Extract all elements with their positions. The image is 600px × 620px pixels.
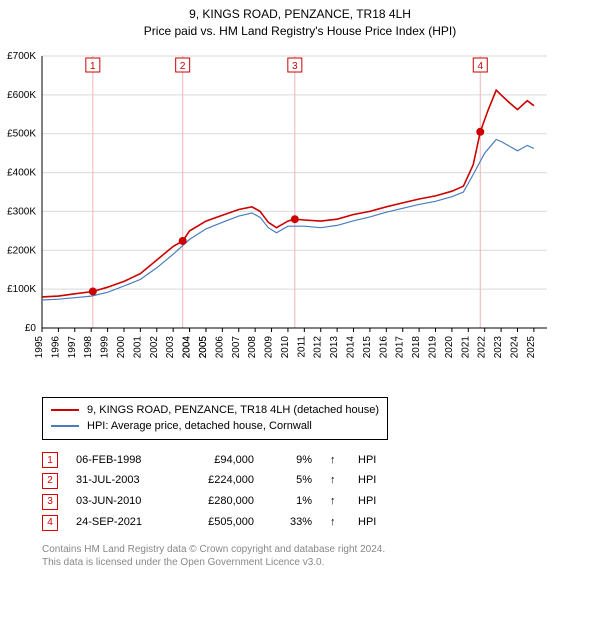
sale-date: 24-SEP-2021 [76, 512, 166, 533]
svg-text:2018: 2018 [411, 335, 422, 358]
sale-dot [476, 127, 484, 135]
sale-arrow-icon: ↑ [330, 470, 340, 491]
sale-marker-box: 2 [42, 473, 58, 489]
svg-text:2019: 2019 [428, 335, 439, 358]
sale-pct: 5% [272, 470, 312, 491]
svg-text:2000: 2000 [116, 335, 127, 358]
sale-date: 06-FEB-1998 [76, 450, 166, 471]
sale-dot [179, 237, 187, 245]
sale-marker-box: 3 [42, 494, 58, 510]
legend-item: 9, KINGS ROAD, PENZANCE, TR18 4LH (detac… [51, 402, 379, 419]
sale-marker-box: 4 [42, 515, 58, 531]
svg-text:1998: 1998 [83, 335, 94, 358]
legend-swatch-hpi [51, 425, 79, 427]
svg-text:£100K: £100K [7, 284, 36, 295]
sales-row: 2 31-JUL-2003 £224,000 5% ↑ HPI [42, 470, 600, 491]
sale-price: £280,000 [184, 491, 254, 512]
svg-text:2005: 2005 [198, 335, 209, 358]
sales-row: 1 06-FEB-1998 £94,000 9% ↑ HPI [42, 450, 600, 471]
svg-text:1995: 1995 [34, 335, 45, 358]
svg-text:2016: 2016 [378, 335, 389, 358]
sale-pct: 9% [272, 450, 312, 471]
title-line2: Price paid vs. HM Land Registry's House … [0, 23, 600, 40]
footer-line2: This data is licensed under the Open Gov… [42, 556, 600, 569]
legend-label: 9, KINGS ROAD, PENZANCE, TR18 4LH (detac… [87, 402, 379, 419]
svg-text:1997: 1997 [67, 335, 78, 358]
svg-text:2006: 2006 [214, 335, 225, 358]
sale-price: £224,000 [184, 470, 254, 491]
svg-text:2021: 2021 [460, 335, 471, 358]
svg-text:£500K: £500K [7, 128, 36, 139]
sale-price: £94,000 [184, 450, 254, 471]
sales-row: 4 24-SEP-2021 £505,000 33% ↑ HPI [42, 512, 600, 533]
svg-text:£0: £0 [25, 323, 37, 334]
svg-text:2002: 2002 [149, 335, 160, 358]
svg-text:2024: 2024 [509, 335, 520, 358]
legend-label: HPI: Average price, detached house, Corn… [87, 418, 312, 435]
sales-row: 3 03-JUN-2010 £280,000 1% ↑ HPI [42, 491, 600, 512]
svg-text:£600K: £600K [7, 89, 36, 100]
legend-swatch-property [51, 409, 79, 411]
svg-text:2014: 2014 [346, 335, 357, 358]
svg-text:2007: 2007 [231, 335, 242, 358]
svg-text:1999: 1999 [100, 335, 111, 358]
svg-text:2015: 2015 [362, 335, 373, 358]
legend: 9, KINGS ROAD, PENZANCE, TR18 4LH (detac… [42, 397, 388, 440]
svg-text:2020: 2020 [444, 335, 455, 358]
sale-arrow-icon: ↑ [330, 491, 340, 512]
title-line1: 9, KINGS ROAD, PENZANCE, TR18 4LH [0, 6, 600, 23]
sale-ref: HPI [358, 491, 388, 512]
series-hpi [42, 139, 534, 300]
sale-ref: HPI [358, 512, 388, 533]
svg-text:2009: 2009 [264, 335, 275, 358]
sale-ref: HPI [358, 450, 388, 471]
svg-text:2008: 2008 [247, 335, 258, 358]
sale-pct: 1% [272, 491, 312, 512]
svg-text:£700K: £700K [7, 51, 36, 62]
sale-marker-box: 1 [42, 452, 58, 468]
footer-line1: Contains HM Land Registry data © Crown c… [42, 543, 600, 556]
chart-container: £0 £100K £200K £300K £400K £500K £600K £700K 199… [0, 48, 600, 383]
sale-ref: HPI [358, 470, 388, 491]
sale-pct: 33% [272, 512, 312, 533]
svg-text:2011: 2011 [296, 335, 307, 357]
sale-arrow-icon: ↑ [330, 450, 340, 471]
svg-text:£300K: £300K [7, 206, 36, 217]
sale-date: 31-JUL-2003 [76, 470, 166, 491]
svg-text:2012: 2012 [313, 335, 324, 358]
sale-arrow-icon: ↑ [330, 512, 340, 533]
svg-text:1996: 1996 [50, 335, 61, 358]
chart-title: 9, KINGS ROAD, PENZANCE, TR18 4LH Price … [0, 0, 600, 40]
svg-text:£400K: £400K [7, 167, 36, 178]
svg-text:£200K: £200K [7, 245, 36, 256]
svg-text:4: 4 [477, 61, 483, 72]
svg-text:2022: 2022 [477, 335, 488, 358]
svg-text:2010: 2010 [280, 335, 291, 358]
svg-text:1: 1 [90, 61, 96, 72]
svg-text:2017: 2017 [395, 335, 406, 358]
svg-text:2013: 2013 [329, 335, 340, 358]
svg-text:2025: 2025 [526, 335, 537, 358]
price-chart: £0 £100K £200K £300K £400K £500K £600K £700K 199… [0, 48, 560, 378]
sale-dot [89, 287, 97, 295]
sale-dot [291, 215, 299, 223]
sale-price: £505,000 [184, 512, 254, 533]
svg-text:2003: 2003 [165, 335, 176, 358]
sale-date: 03-JUN-2010 [76, 491, 166, 512]
svg-text:3: 3 [292, 61, 298, 72]
svg-text:2023: 2023 [493, 335, 504, 358]
sales-table: 1 06-FEB-1998 £94,000 9% ↑ HPI 2 31-JUL-2003 £22… [42, 450, 600, 534]
svg-text:2004: 2004 [182, 335, 193, 358]
footer: Contains HM Land Registry data © Crown c… [42, 543, 600, 569]
legend-item: HPI: Average price, detached house, Corn… [51, 418, 379, 435]
svg-text:2: 2 [180, 61, 186, 72]
svg-text:2001: 2001 [132, 335, 143, 358]
